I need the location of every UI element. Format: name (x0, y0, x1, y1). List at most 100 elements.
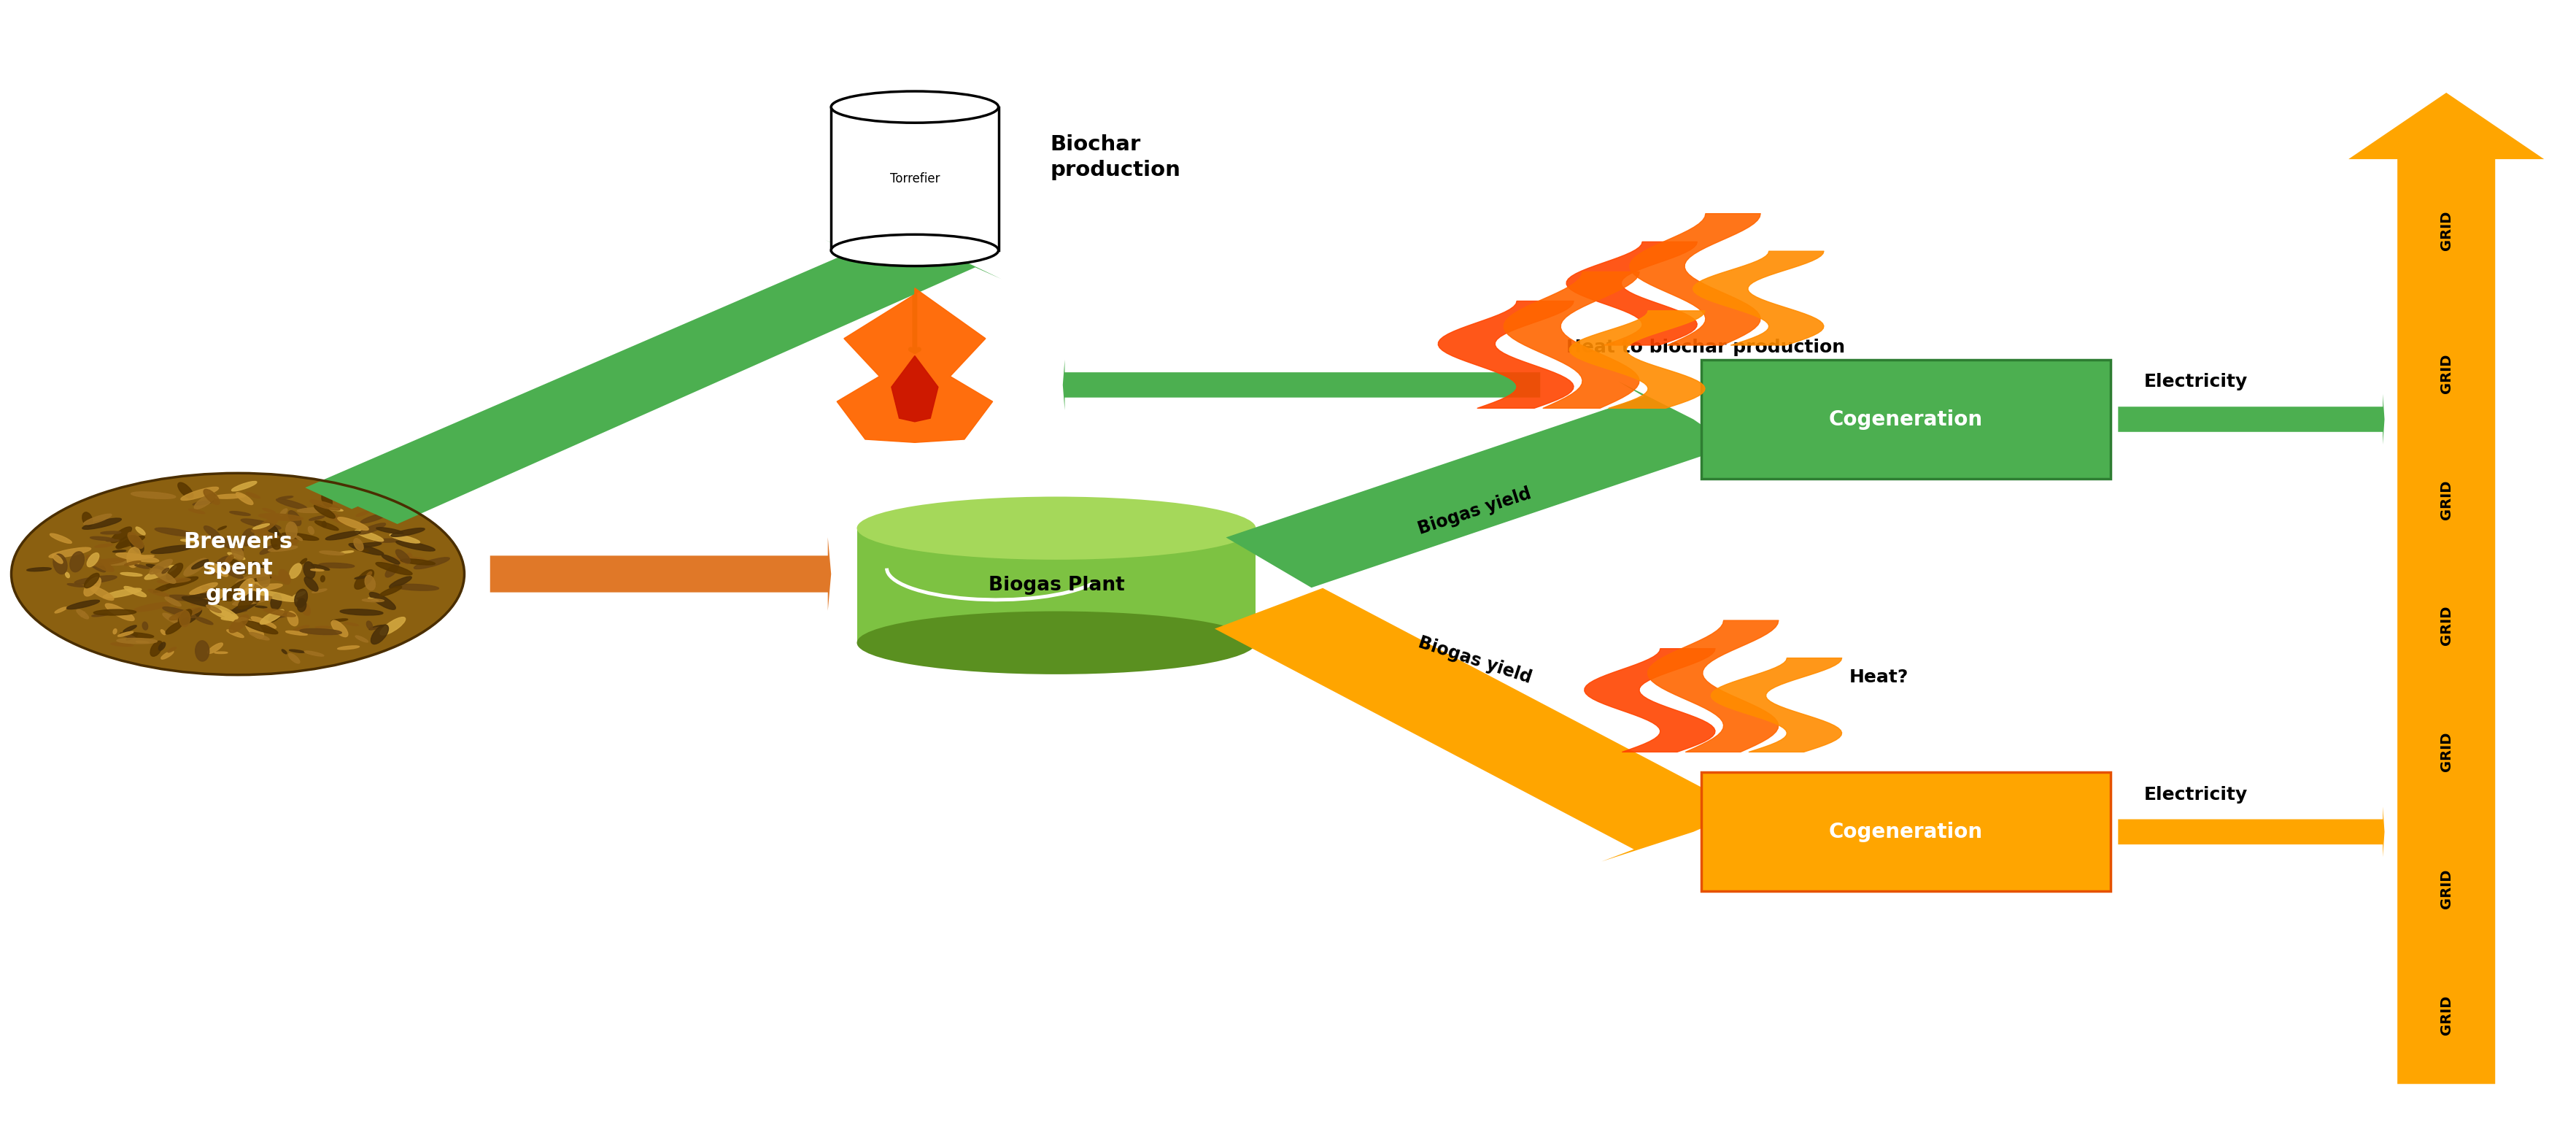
Ellipse shape (144, 565, 175, 580)
Ellipse shape (227, 580, 247, 598)
Ellipse shape (312, 569, 325, 571)
Ellipse shape (211, 604, 237, 619)
Ellipse shape (245, 492, 260, 498)
Ellipse shape (232, 596, 273, 605)
Ellipse shape (142, 622, 147, 630)
Ellipse shape (227, 552, 245, 559)
Ellipse shape (358, 523, 386, 534)
Ellipse shape (250, 595, 294, 600)
Ellipse shape (355, 549, 368, 552)
Ellipse shape (180, 540, 198, 542)
Text: Biogas yield: Biogas yield (1417, 634, 1533, 687)
Ellipse shape (95, 544, 113, 548)
Ellipse shape (361, 513, 386, 523)
Ellipse shape (214, 564, 224, 575)
Ellipse shape (162, 613, 180, 623)
Ellipse shape (93, 613, 108, 616)
Ellipse shape (322, 492, 332, 507)
Ellipse shape (167, 564, 183, 580)
Ellipse shape (368, 626, 384, 629)
Ellipse shape (170, 607, 201, 620)
Ellipse shape (379, 587, 402, 596)
Ellipse shape (268, 523, 278, 536)
Ellipse shape (260, 545, 278, 554)
Ellipse shape (294, 591, 307, 598)
Ellipse shape (165, 597, 180, 606)
Ellipse shape (376, 527, 404, 534)
Ellipse shape (270, 594, 281, 610)
Ellipse shape (219, 526, 227, 530)
Ellipse shape (386, 564, 399, 577)
Text: GRID: GRID (2439, 731, 2452, 771)
FancyArrow shape (2349, 93, 2545, 1084)
FancyArrow shape (1226, 381, 1754, 588)
FancyBboxPatch shape (858, 528, 1257, 643)
Ellipse shape (180, 487, 219, 501)
Ellipse shape (191, 594, 219, 598)
Ellipse shape (374, 538, 402, 542)
FancyArrow shape (489, 537, 832, 611)
Ellipse shape (296, 536, 301, 541)
Ellipse shape (108, 561, 134, 565)
Ellipse shape (116, 536, 144, 548)
Ellipse shape (281, 533, 319, 541)
Ellipse shape (260, 610, 283, 625)
Ellipse shape (394, 584, 438, 590)
Ellipse shape (255, 517, 278, 534)
Ellipse shape (286, 631, 307, 635)
Ellipse shape (77, 610, 88, 619)
Ellipse shape (252, 529, 278, 538)
Ellipse shape (178, 482, 193, 498)
Ellipse shape (85, 556, 113, 572)
Ellipse shape (211, 536, 242, 551)
Ellipse shape (268, 546, 296, 551)
Ellipse shape (245, 620, 263, 638)
Ellipse shape (121, 573, 142, 576)
Ellipse shape (191, 583, 216, 595)
Ellipse shape (229, 511, 250, 515)
Circle shape (10, 473, 464, 675)
Ellipse shape (289, 564, 301, 579)
Ellipse shape (278, 569, 291, 584)
Ellipse shape (49, 534, 72, 543)
Text: GRID: GRID (2439, 210, 2452, 250)
Ellipse shape (126, 548, 142, 567)
Ellipse shape (188, 509, 206, 513)
Text: Heat?: Heat? (1850, 668, 1909, 685)
Text: GRID: GRID (2439, 869, 2452, 909)
Ellipse shape (222, 616, 247, 621)
Ellipse shape (118, 631, 134, 636)
Ellipse shape (281, 509, 289, 515)
Text: Cogeneration: Cogeneration (1829, 822, 1984, 843)
Ellipse shape (90, 536, 113, 541)
Ellipse shape (129, 533, 144, 549)
Ellipse shape (106, 540, 118, 542)
Ellipse shape (149, 559, 173, 574)
Ellipse shape (180, 611, 191, 627)
Ellipse shape (147, 565, 165, 569)
Ellipse shape (227, 610, 247, 612)
Ellipse shape (237, 492, 252, 505)
Ellipse shape (252, 582, 263, 595)
Ellipse shape (131, 491, 175, 498)
Ellipse shape (348, 543, 384, 556)
Ellipse shape (219, 565, 242, 579)
Ellipse shape (201, 596, 219, 608)
Ellipse shape (191, 590, 211, 605)
Ellipse shape (155, 528, 196, 536)
Text: GRID: GRID (2439, 354, 2452, 394)
Text: GRID: GRID (2439, 606, 2452, 645)
Ellipse shape (211, 557, 229, 575)
Ellipse shape (263, 608, 296, 616)
Ellipse shape (355, 511, 368, 517)
Ellipse shape (858, 497, 1257, 560)
Ellipse shape (381, 554, 399, 564)
Text: Heat to biochar production: Heat to biochar production (1566, 339, 1844, 356)
Ellipse shape (52, 554, 62, 564)
Ellipse shape (224, 554, 234, 564)
Ellipse shape (858, 611, 1257, 674)
Ellipse shape (353, 543, 381, 548)
Ellipse shape (276, 499, 307, 509)
Ellipse shape (301, 559, 307, 564)
Ellipse shape (183, 597, 219, 607)
